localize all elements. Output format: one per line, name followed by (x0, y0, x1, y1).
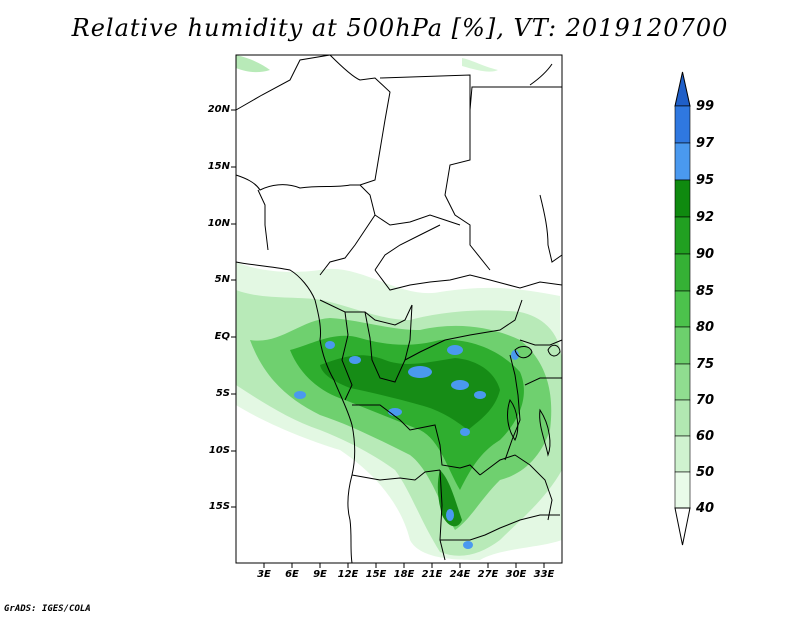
colorbar-label: 85 (696, 284, 715, 299)
lat-label: 5N (214, 274, 230, 285)
lat-label: 5S (215, 388, 230, 399)
lat-label: 20N (207, 104, 230, 115)
axis-ticks (231, 109, 545, 568)
colorbar-label: 95 (696, 173, 715, 188)
lat-label: 10N (207, 218, 230, 229)
lon-label: 3E (257, 569, 271, 580)
colorbar-label: 92 (696, 210, 715, 225)
colorbar (674, 71, 691, 546)
chart-title: Relative humidity at 500hPa [%], VT: 201… (71, 14, 729, 42)
colorbar-label: 50 (696, 465, 715, 480)
lon-label: 15E (365, 569, 387, 580)
credit-text: GrADS: IGES/COLA (4, 604, 91, 614)
colorbar-label: 60 (696, 429, 715, 444)
rh-top-patch (236, 55, 270, 73)
lon-label: 33E (533, 569, 555, 580)
lon-label: 18E (393, 569, 415, 580)
lat-label: EQ (214, 331, 230, 342)
colorbar-top-triangle (674, 71, 691, 107)
colorbar-label: 70 (696, 393, 715, 408)
lat-label: 10S (208, 445, 230, 456)
country-borders (235, 54, 563, 564)
lat-label: 15N (207, 161, 230, 172)
lon-label: 21E (421, 569, 443, 580)
colorbar-label: 99 (696, 99, 715, 114)
colorbar-label: 40 (696, 501, 715, 516)
rh-95-spots (294, 341, 519, 549)
colorbar-label: 80 (696, 320, 715, 335)
colorbar-label: 90 (696, 247, 715, 262)
rh-92-south (437, 470, 462, 527)
lon-label: 24E (449, 569, 471, 580)
rh-92-area (320, 355, 500, 430)
lon-label: 27E (477, 569, 499, 580)
humidity-field (236, 55, 562, 560)
map-frame (235, 54, 563, 564)
lon-label: 9E (313, 569, 327, 580)
lon-label: 12E (337, 569, 359, 580)
colorbar-label: 75 (696, 357, 715, 372)
lon-label: 30E (505, 569, 527, 580)
colorbar-bottom-triangle (674, 507, 691, 546)
lat-label: 15S (208, 501, 230, 512)
colorbar-label: 97 (696, 136, 715, 151)
lon-label: 6E (285, 569, 299, 580)
